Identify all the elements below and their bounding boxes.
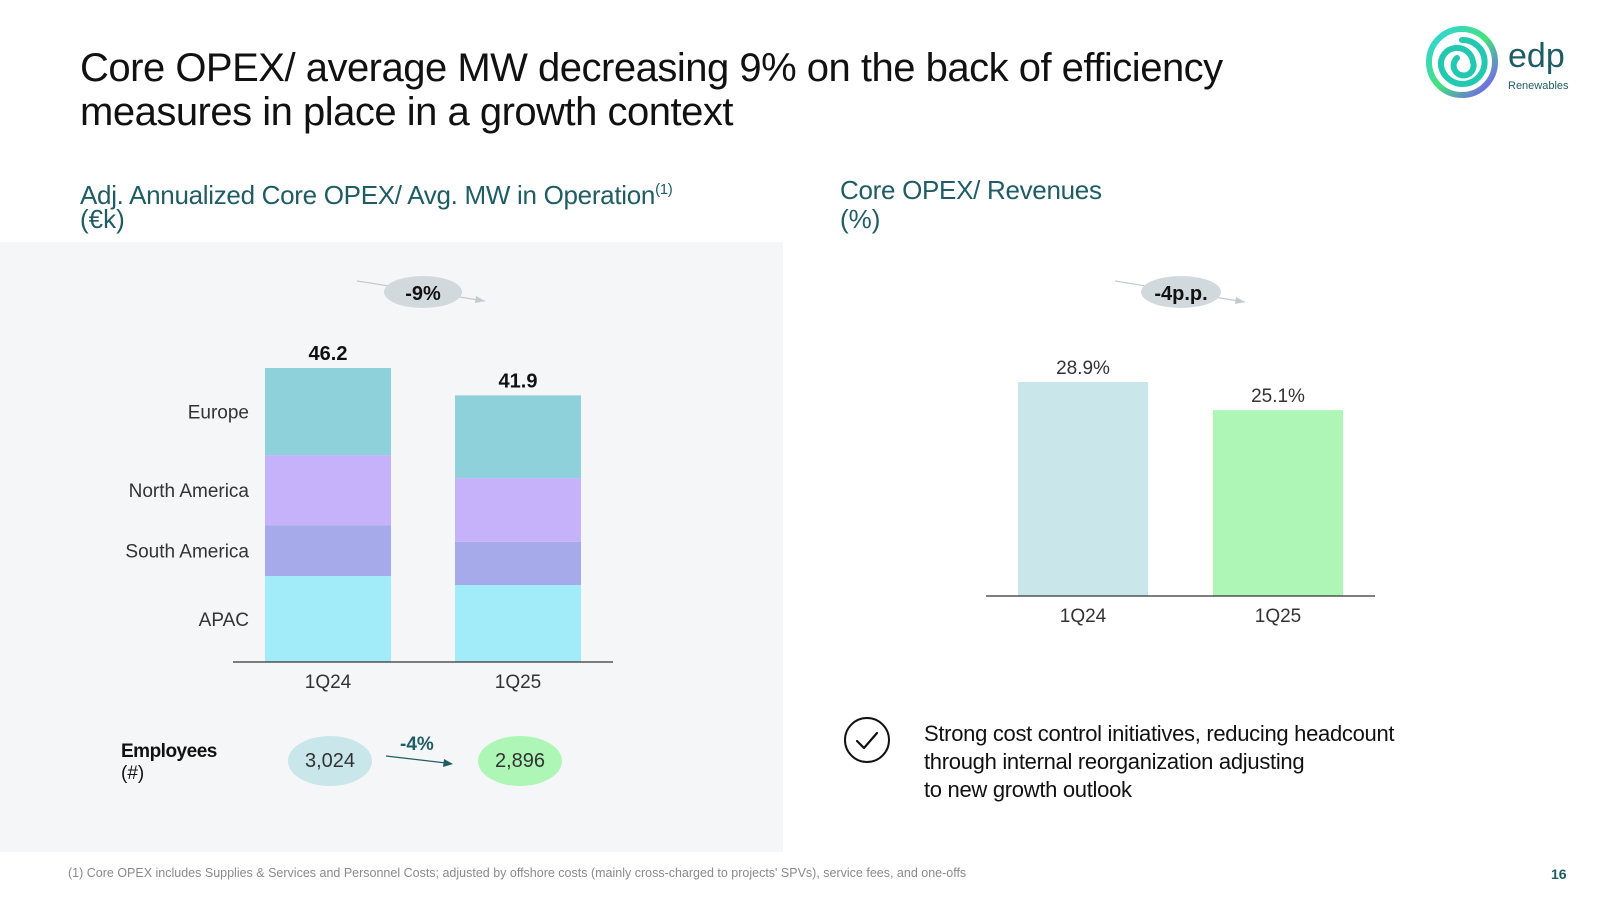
left-section-unit: (€k)	[80, 204, 125, 234]
title-line-2: measures in place in a growth context	[80, 90, 733, 134]
right-change-annotation: -4p.p.	[1114, 276, 1246, 308]
logo-wordmark: edp	[1508, 37, 1565, 75]
left-section-title: Adj. Annualized Core OPEX/ Avg. MW in Op…	[80, 176, 673, 209]
right-change-label: -4p.p.	[1154, 283, 1207, 305]
bar-north-america-1q25	[455, 478, 581, 542]
total-label-1q25: 41.9	[499, 370, 538, 392]
logo-subtitle: Renewables	[1508, 80, 1569, 92]
legend-label-north-america: North America	[129, 481, 250, 502]
right-bar-chart: 28.9% 1Q24 25.1% 1Q25	[986, 358, 1375, 627]
page-number: 16	[1551, 866, 1567, 882]
employees-unit: (#)	[121, 763, 145, 784]
key-message: Strong cost control initiatives, reducin…	[924, 720, 1484, 804]
page-title: Core OPEX/ average MW decreasing 9% on t…	[80, 46, 1340, 134]
employees-1q25-value: 2,896	[478, 736, 562, 786]
right-section-unit: (%)	[840, 204, 881, 234]
checkmark-circle-icon	[844, 717, 890, 763]
bar-europe-1q25	[455, 395, 581, 479]
logo-swirl	[1437, 36, 1488, 87]
edp-renewables-logo: edp Renewables	[1426, 26, 1569, 98]
bar-south-america-1q25	[455, 541, 581, 585]
x-tick-1q25: 1Q25	[495, 672, 541, 693]
left-change-label: -9%	[405, 283, 441, 305]
employees-arrow	[385, 755, 453, 767]
revenue-bar-1q24	[1018, 382, 1148, 596]
left-title-footnote-ref: (1)	[655, 181, 673, 198]
bar-apac-1q24	[265, 576, 391, 662]
revenue-value-label-1q25: 25.1%	[1251, 386, 1305, 407]
legend-label-europe: Europe	[188, 403, 249, 424]
right-section-title: Core OPEX/ Revenues	[840, 175, 1102, 205]
total-label-1q24: 46.2	[309, 343, 348, 365]
bar-apac-1q25	[455, 585, 581, 662]
title-line-1: Core OPEX/ average MW decreasing 9% on t…	[80, 46, 1223, 90]
revenue-x-tick-1q25: 1Q25	[1255, 606, 1301, 627]
revenue-x-tick-1q24: 1Q24	[1060, 606, 1107, 627]
left-chart-panel	[0, 242, 783, 852]
bar-europe-1q24	[265, 368, 391, 456]
revenue-bar-1q25	[1213, 410, 1343, 596]
employees-label: Employees	[121, 741, 217, 762]
key-message-line-2: through internal reorganization adjustin…	[924, 749, 1305, 774]
bar-north-america-1q24	[265, 455, 391, 526]
x-tick-1q24: 1Q24	[305, 672, 352, 693]
left-stacked-bar-chart: 46.2 1Q24 41.9 1Q25 APAC South America North A…	[125, 343, 613, 693]
key-message-line-1: Strong cost control initiatives, reducin…	[924, 721, 1395, 746]
logo-ring-outer	[1426, 26, 1498, 98]
left-title-text: Adj. Annualized Core OPEX/ Avg. MW in Op…	[80, 180, 656, 210]
revenue-value-label-1q24: 28.9%	[1056, 358, 1110, 379]
footnote: (1) Core OPEX includes Supplies & Servic…	[68, 866, 967, 880]
key-message-line-3: to new growth outlook	[924, 777, 1132, 802]
bar-south-america-1q24	[265, 525, 391, 577]
employees-change: -4%	[400, 734, 434, 755]
left-change-annotation: -9%	[356, 276, 486, 308]
legend-label-south-america: South America	[125, 542, 249, 563]
employees-1q24-value: 3,024	[288, 736, 372, 786]
legend-label-apac: APAC	[199, 610, 249, 631]
